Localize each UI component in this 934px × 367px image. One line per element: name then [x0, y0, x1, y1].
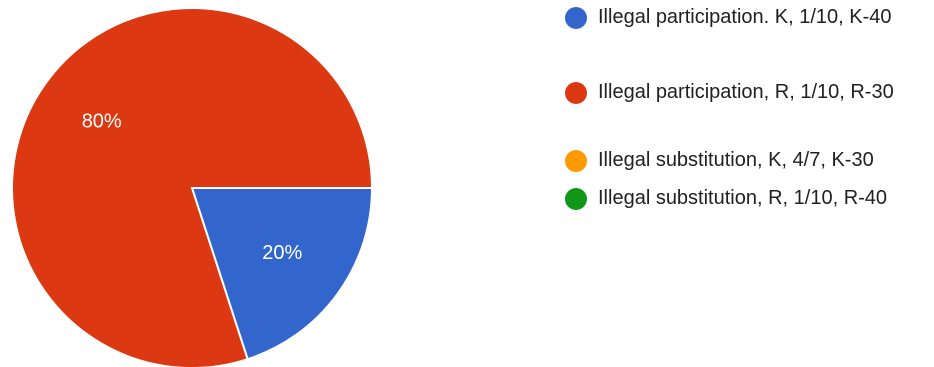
legend-label: Illegal substitution, R, 1/10, R-40 — [598, 187, 888, 209]
pie-slice-label-2: 80% — [82, 111, 122, 133]
legend-swatch-green — [565, 188, 587, 210]
legend-item-illegal-participation-r[interactable]: Illegal participation, R, 1/10, R-30 — [565, 78, 898, 106]
pie-slice-2[interactable] — [11, 7, 374, 367]
pie-slices — [11, 7, 374, 367]
legend-label: Illegal substitution, K, 4/7, K-30 — [598, 149, 874, 171]
pie-slice-1[interactable] — [190, 187, 374, 361]
legend-item-illegal-participation-k[interactable]: Illegal participation. K, 1/10, K-40 — [565, 3, 898, 31]
legend-label: Illegal participation. K, 1/10, K-40 — [598, 6, 892, 28]
legend-swatch-blue — [565, 7, 587, 29]
pie-chart: 20% 80% — [11, 7, 374, 367]
pie-slice-labels: 20% 80% — [82, 111, 303, 264]
legend-item-illegal-substitution-r[interactable]: Illegal substitution, R, 1/10, R-40 — [565, 184, 898, 212]
legend-item-illegal-substitution-k[interactable]: Illegal substitution, K, 4/7, K-30 — [565, 146, 898, 174]
legend-swatch-red — [565, 82, 587, 104]
legend-label: Illegal participation, R, 1/10, R-30 — [598, 81, 894, 103]
pie-slice-label-1: 20% — [262, 242, 302, 264]
legend-swatch-orange — [565, 150, 587, 172]
